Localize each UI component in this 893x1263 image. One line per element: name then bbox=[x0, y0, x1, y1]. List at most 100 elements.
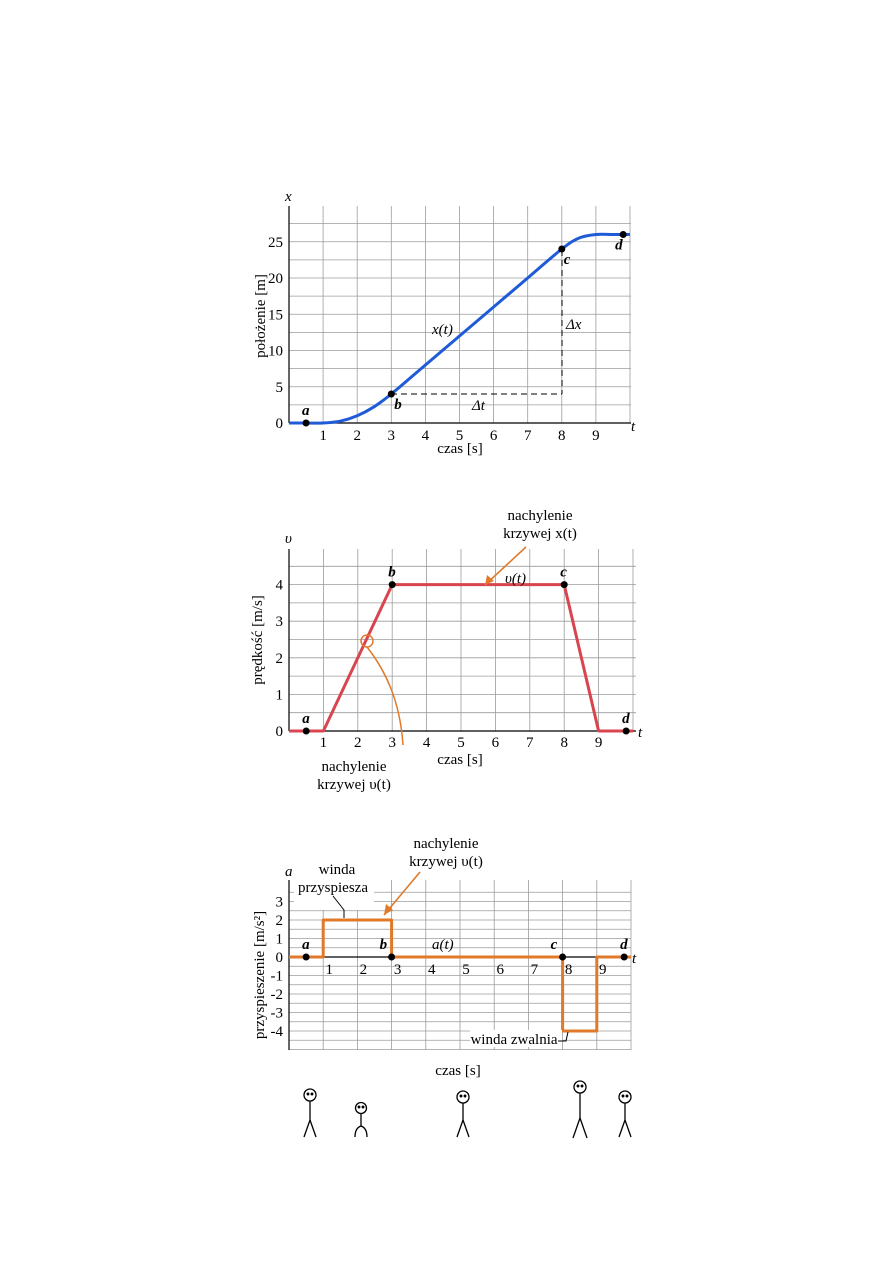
stick-figures-row bbox=[303, 1080, 632, 1139]
position-chart: 1 2 3 4 5 6 7 8 9 0 5 10 15 20 25 czas [s] położenie … bbox=[253, 189, 636, 457]
y-tick-label: 4 bbox=[276, 578, 284, 594]
y-tick-label: 1 bbox=[276, 932, 284, 948]
velocity-annotation-arrow bbox=[484, 546, 527, 586]
x-tick-label: 9 bbox=[595, 735, 603, 751]
point-d-label: d bbox=[620, 937, 628, 953]
y-tick-label: -2 bbox=[271, 987, 284, 1003]
position-xlabel: czas [s] bbox=[437, 441, 482, 457]
delta-x-label: Δx bbox=[565, 317, 582, 333]
x-tick-label: 5 bbox=[456, 428, 464, 444]
accelerates-label-bg bbox=[294, 876, 374, 910]
x-tick-label: 7 bbox=[526, 735, 534, 751]
x-tick-label: 5 bbox=[457, 735, 465, 751]
x-tick-label: 3 bbox=[388, 428, 396, 444]
y-tick-label: 3 bbox=[276, 895, 284, 911]
acceleration-series-line bbox=[289, 918, 631, 1033]
position-points: a b c d bbox=[302, 231, 627, 427]
velocity-annotation-top-line2: krzywej x(t) bbox=[503, 526, 577, 542]
y-tick-label: 10 bbox=[268, 344, 283, 360]
velocity-x-symbol: t bbox=[638, 725, 643, 741]
point-d-marker bbox=[619, 231, 627, 238]
velocity-series-line bbox=[289, 583, 633, 733]
point-b-label: b bbox=[388, 565, 396, 581]
velocity-annotation-bottom-line2: krzywej υ(t) bbox=[317, 777, 391, 793]
x-tick-label: 5 bbox=[462, 962, 470, 978]
velocity-x-ticks: 1 2 3 4 5 6 7 8 9 bbox=[320, 735, 603, 751]
accelerates-label-line2: przyspiesza bbox=[298, 880, 368, 896]
position-series-label: x(t) bbox=[431, 322, 453, 338]
slope-leader-line bbox=[366, 646, 404, 746]
x-tick-label: 8 bbox=[560, 735, 568, 751]
point-c-label: c bbox=[551, 937, 558, 953]
stick-figure-2-crouched bbox=[354, 1101, 368, 1138]
point-d-label: d bbox=[615, 238, 623, 254]
acceleration-annotation-top-line1: nachylenie bbox=[414, 836, 479, 852]
acceleration-y-ticks: 3 2 1 0 -1 -2 -3 -4 bbox=[271, 895, 284, 1041]
acceleration-y-symbol: a bbox=[285, 864, 293, 880]
position-x-symbol: t bbox=[631, 419, 636, 435]
velocity-annotation-bottom-line1: nachylenie bbox=[322, 759, 387, 775]
acceleration-annotation-arrowhead bbox=[384, 904, 393, 915]
accelerates-leader bbox=[332, 895, 345, 918]
velocity-annotation-top-line1: nachylenie bbox=[508, 508, 573, 524]
velocity-chart-grid bbox=[289, 549, 636, 732]
x-tick-label: 2 bbox=[354, 735, 362, 751]
x-tick-label: 1 bbox=[325, 962, 333, 978]
accelerates-label-line1: winda bbox=[319, 862, 356, 878]
x-tick-label: 6 bbox=[490, 428, 498, 444]
position-y-ticks: 0 5 10 15 20 25 bbox=[268, 235, 283, 432]
velocity-y-ticks: 0 1 2 3 4 bbox=[276, 578, 284, 740]
x-tick-label: 2 bbox=[360, 962, 368, 978]
velocity-series-label: υ(t) bbox=[505, 571, 526, 587]
x-tick-label: 2 bbox=[353, 428, 361, 444]
decelerates-leader bbox=[558, 1031, 569, 1042]
point-c-marker bbox=[559, 953, 567, 961]
y-tick-label: 25 bbox=[268, 235, 283, 251]
x-tick-label: 4 bbox=[422, 428, 430, 444]
point-a-label: a bbox=[302, 403, 310, 419]
y-tick-label: 0 bbox=[276, 950, 284, 966]
y-tick-label: 2 bbox=[276, 651, 284, 667]
x-tick-label: 9 bbox=[599, 962, 607, 978]
point-b-marker bbox=[387, 390, 395, 398]
stick-figure-1 bbox=[303, 1088, 317, 1138]
position-ylabel: położenie [m] bbox=[253, 274, 269, 358]
stick-figure-5 bbox=[618, 1090, 632, 1138]
y-tick-label: 0 bbox=[276, 724, 284, 740]
velocity-y-symbol: υ bbox=[285, 531, 292, 547]
point-a-marker bbox=[302, 419, 310, 427]
y-tick-label: -4 bbox=[271, 1024, 284, 1040]
point-b-label: b bbox=[380, 937, 388, 953]
x-tick-label: 8 bbox=[565, 962, 573, 978]
velocity-xlabel: czas [s] bbox=[437, 752, 482, 768]
y-tick-label: 2 bbox=[276, 913, 284, 929]
delta-t-label: Δt bbox=[471, 398, 486, 414]
acceleration-series-label: a(t) bbox=[432, 937, 454, 953]
point-b-marker bbox=[388, 953, 396, 961]
x-tick-label: 7 bbox=[524, 428, 532, 444]
velocity-ylabel: prędkość [m/s] bbox=[250, 595, 266, 685]
point-a-marker bbox=[302, 953, 310, 961]
point-c-label: c bbox=[560, 565, 567, 581]
y-tick-label: 5 bbox=[276, 380, 284, 396]
x-tick-label: 9 bbox=[592, 428, 600, 444]
decelerates-label-bg bbox=[470, 1030, 562, 1047]
point-c-marker bbox=[560, 581, 568, 589]
point-a-label: a bbox=[302, 937, 310, 953]
position-series-line bbox=[289, 232, 630, 425]
point-b-label: b bbox=[394, 397, 402, 413]
x-tick-label: 1 bbox=[320, 735, 328, 751]
acceleration-annotation-top-line2: krzywej υ(t) bbox=[409, 854, 483, 870]
point-b-marker bbox=[388, 581, 396, 589]
point-c-label: c bbox=[564, 252, 571, 268]
y-tick-label: 1 bbox=[276, 687, 284, 703]
y-tick-label: 3 bbox=[276, 614, 284, 630]
point-c-marker bbox=[558, 245, 566, 253]
position-x-ticks: 1 2 3 4 5 6 7 8 9 bbox=[319, 428, 599, 444]
point-d-label: d bbox=[622, 711, 630, 727]
point-a-label: a bbox=[302, 711, 310, 727]
stick-figure-4-tall bbox=[572, 1080, 588, 1139]
x-tick-label: 6 bbox=[492, 735, 500, 751]
x-tick-label: 7 bbox=[531, 962, 539, 978]
